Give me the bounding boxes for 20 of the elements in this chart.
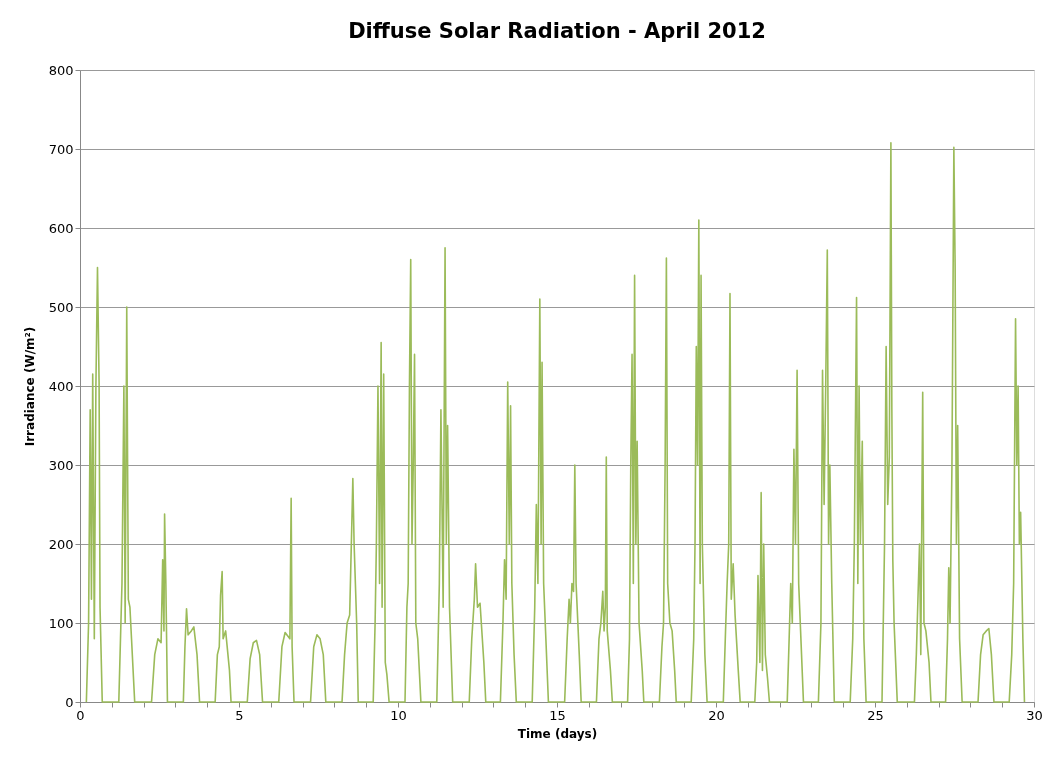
x-tick-label: 0 — [76, 707, 85, 723]
x-tick-label: 20 — [708, 707, 725, 723]
x-tick-label: 15 — [549, 707, 566, 723]
y-tick-label: 500 — [48, 299, 74, 315]
y-tick-label: 600 — [48, 220, 74, 236]
y-tick-label: 300 — [48, 457, 74, 473]
y-tick-label: 400 — [48, 378, 74, 394]
y-tick-label: 200 — [48, 536, 74, 552]
y-axis-title: Irradiance (W/m²) — [22, 326, 37, 447]
x-tick-label: 5 — [235, 707, 244, 723]
x-tick-label: 10 — [390, 707, 407, 723]
x-tick-label: 30 — [1026, 707, 1043, 723]
y-tick-label: 800 — [48, 62, 74, 78]
y-tick-label: 0 — [65, 694, 74, 710]
x-tick-label: 25 — [867, 707, 884, 723]
line-series — [85, 141, 1026, 703]
chart-title: Diffuse Solar Radiation - April 2012 — [348, 19, 766, 43]
y-tick-label: 100 — [48, 615, 74, 631]
y-tick-label: 700 — [48, 141, 74, 157]
x-axis-title: Time (days) — [517, 726, 598, 741]
